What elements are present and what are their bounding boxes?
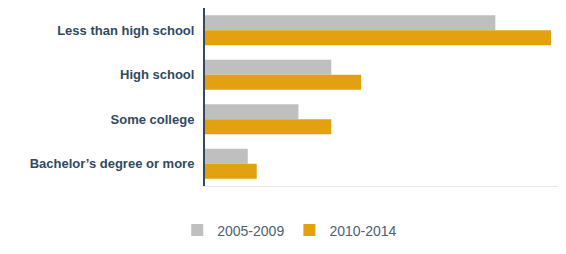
svg-text:Less than high school: Less than high school (57, 23, 194, 38)
svg-text:High school: High school (120, 67, 194, 82)
svg-text:Bachelor’s degree or more: Bachelor’s degree or more (30, 156, 195, 171)
svg-text:Some college: Some college (111, 112, 195, 127)
svg-text:2010-2014: 2010-2014 (329, 223, 396, 239)
svg-text:2005-2009: 2005-2009 (217, 223, 284, 239)
